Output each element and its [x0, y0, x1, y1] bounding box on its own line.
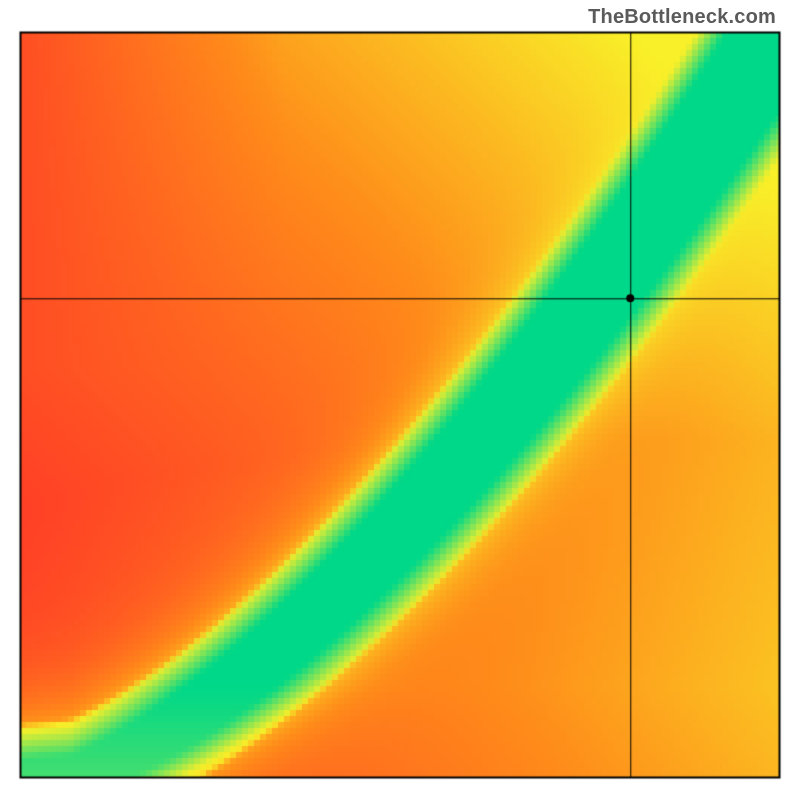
watermark-text: TheBottleneck.com [588, 6, 776, 29]
chart-container: TheBottleneck.com [0, 0, 800, 800]
bottleneck-heatmap [0, 0, 800, 800]
